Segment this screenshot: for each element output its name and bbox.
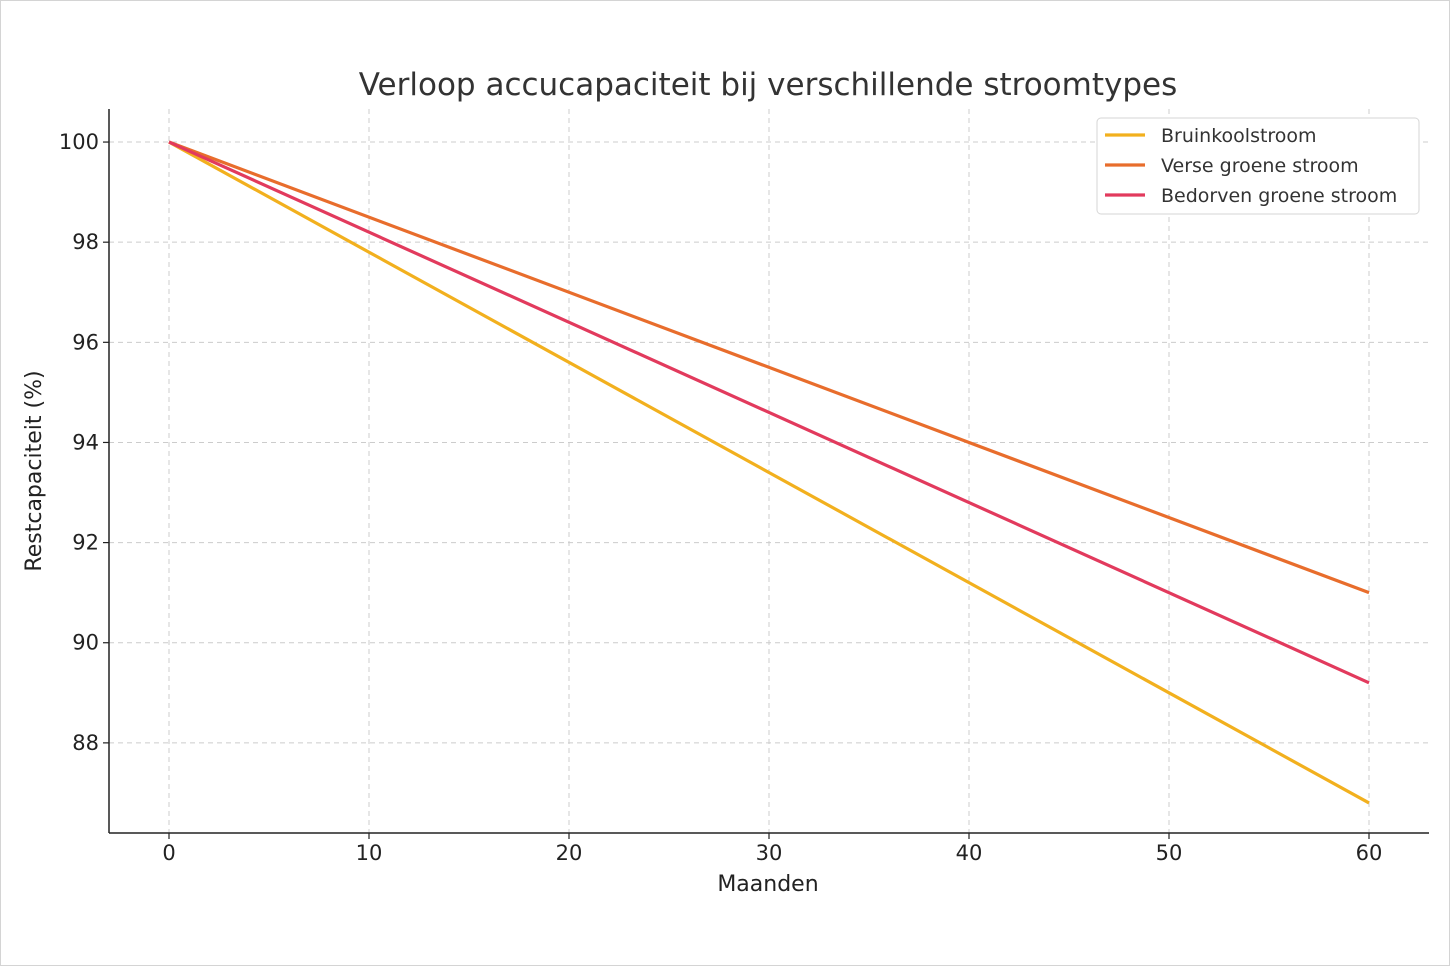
y-tick-label: 100 [59,130,99,154]
y-tick-label: 88 [72,731,99,755]
legend-box [1096,117,1420,215]
x-tick-label: 60 [1356,841,1383,865]
legend-label: Bruinkoolstroom [1161,125,1317,147]
series-line-2 [168,140,1370,595]
chart-title: Verloop accucapaciteit bij verschillende… [359,67,1177,103]
y-tick-label: 94 [72,430,99,454]
legend-label: Bedorven groene stroom [1161,185,1397,207]
x-axis-label: Maanden [717,872,818,897]
x-tick-label: 20 [556,841,583,865]
legend-label: Verse groene stroom [1161,155,1359,177]
x-tick-label: 50 [1156,841,1183,865]
y-tick-label: 92 [72,531,99,555]
legend: Bruinkoolstroom Verse groene stroom Bedorv… [1096,117,1420,215]
y-tick-label: 98 [72,230,99,254]
series-line-1 [168,140,1370,805]
series-line-3 [168,140,1370,685]
y-axis-label: Restcapaciteit (%) [22,370,47,571]
x-tick-label: 10 [356,841,383,865]
x-tick-label: 30 [756,841,783,865]
x-tick-label: 0 [162,841,175,865]
axes: 0 10 20 30 40 50 60 88 90 92 94 96 98 100 [59,109,1429,865]
y-tick-label: 96 [72,330,99,354]
x-tick-label: 40 [956,841,983,865]
series-lines [168,140,1370,805]
y-tick-label: 90 [72,631,99,655]
